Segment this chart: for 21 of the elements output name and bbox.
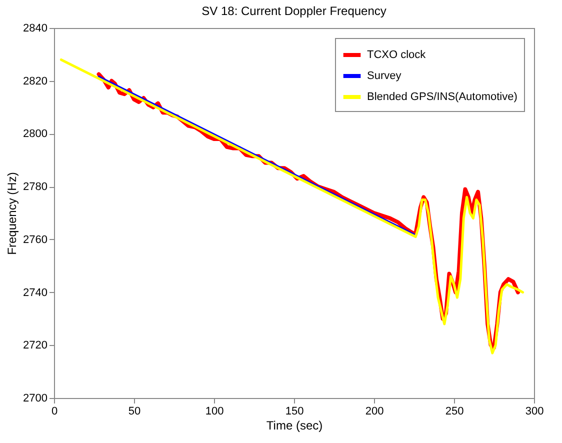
x-tick-label: 250 bbox=[445, 406, 464, 418]
x-tick-label: 300 bbox=[525, 406, 544, 418]
y-tick-label: 2740 bbox=[23, 286, 48, 299]
x-tick-label: 50 bbox=[128, 406, 141, 418]
x-axis-title: Time (sec) bbox=[266, 418, 323, 432]
y-tick-label: 2720 bbox=[23, 340, 48, 352]
legend-label: Survey bbox=[367, 70, 402, 82]
y-axis-title: Frequency (Hz) bbox=[5, 172, 20, 255]
y-tick-label: 2840 bbox=[23, 22, 48, 34]
x-tick-label: 100 bbox=[205, 406, 224, 418]
legend-label: Blended GPS/INS(Automotive) bbox=[367, 91, 518, 103]
y-tick-label: 2800 bbox=[23, 128, 48, 140]
chart-title: SV 18: Current Doppler Frequency bbox=[202, 4, 386, 18]
y-tick-label: 2760 bbox=[23, 234, 48, 246]
y-tick-label: 2780 bbox=[23, 181, 48, 194]
x-tick-label: 200 bbox=[365, 406, 384, 418]
legend-label: TCXO clock bbox=[367, 49, 426, 61]
x-tick-label: 0 bbox=[51, 406, 58, 418]
y-tick-label: 2820 bbox=[23, 75, 48, 88]
x-tick-label: 150 bbox=[285, 406, 304, 418]
y-tick-label: 2700 bbox=[23, 392, 48, 404]
